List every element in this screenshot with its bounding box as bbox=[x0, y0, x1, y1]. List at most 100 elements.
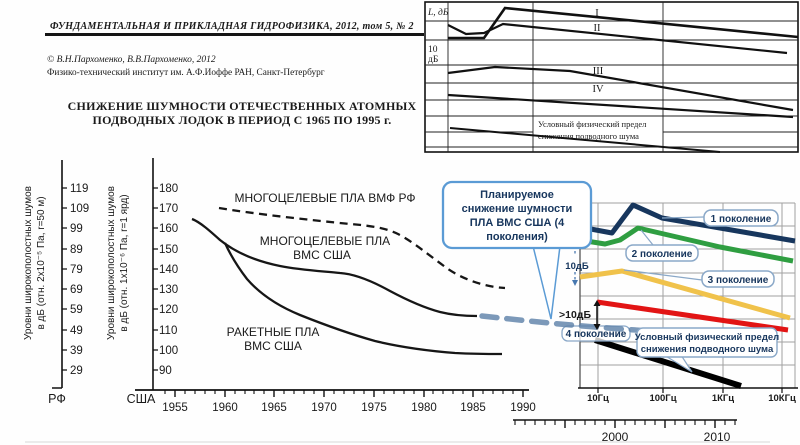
inset-limit-curve bbox=[449, 127, 721, 153]
usa-multi-label-line1: МНОГОЦЕЛЕВЫЕ ПЛА bbox=[260, 234, 390, 248]
gen3-curve bbox=[579, 268, 791, 321]
rf-tick-29: 29 bbox=[70, 365, 83, 377]
journal-header: ФУНДАМЕНТАЛЬНАЯ И ПРИКЛАДНАЯ ГИДРОФИЗИКА… bbox=[50, 21, 414, 32]
article-title-line2: ПОДВОДНЫХ ЛОДОК В ПЕРИОД С 1965 ПО 1995 … bbox=[92, 113, 392, 127]
limit-label-line1: Условный физический предел bbox=[635, 332, 779, 343]
rf-tick-99: 99 bbox=[70, 223, 83, 235]
gen1-curve bbox=[579, 202, 796, 244]
year-1965: 1965 bbox=[261, 402, 287, 414]
gt10db-arrowhead-down bbox=[593, 324, 601, 330]
rf-axis-name: РФ bbox=[48, 392, 66, 406]
freq-tick-1khz: 1КГц bbox=[712, 393, 734, 404]
rf-tick-69: 69 bbox=[70, 284, 83, 296]
year-1955: 1955 bbox=[162, 402, 188, 414]
timeline-year-2010: 2010 bbox=[704, 430, 731, 444]
10db-arrowhead-down bbox=[572, 280, 578, 286]
callout-pointer bbox=[532, 245, 561, 320]
inset-curve-II bbox=[447, 22, 788, 55]
usa-missile-label-line1: РАКЕТНЫЕ ПЛА bbox=[227, 325, 320, 339]
bottom-timeline: 2000 2010 bbox=[513, 419, 737, 444]
gen1-leader-line bbox=[661, 216, 705, 219]
callout-line3: ПЛА ВМС США (4 bbox=[470, 217, 565, 229]
usa-tick-160: 160 bbox=[159, 223, 178, 235]
article-title-line1: СНИЖЕНИЕ ШУМНОСТИ ОТЕЧЕСТВЕННЫХ АТОМНЫХ bbox=[67, 99, 417, 113]
planned-callout: Планируемое снижение шумности ПЛА ВМС СШ… bbox=[441, 180, 593, 320]
usa-tick-130: 130 bbox=[159, 284, 178, 296]
usa-axis-ticks bbox=[153, 187, 158, 371]
year-1960: 1960 bbox=[212, 402, 238, 414]
usa-tick-90: 90 bbox=[159, 365, 172, 377]
inset-limit-text-line1: Условный физический предел bbox=[538, 119, 647, 129]
usa-missile-curve bbox=[223, 242, 503, 356]
freq-tick-10khz: 10КГц bbox=[768, 393, 796, 404]
inset-curve-IV bbox=[447, 93, 794, 119]
callout-line1: Планируемое bbox=[480, 189, 554, 201]
gen4-label: 4 поколение bbox=[566, 329, 627, 340]
limit-label-line2: снижения подводного шума bbox=[641, 344, 774, 355]
rf-tick-79: 79 bbox=[70, 264, 83, 276]
rf-axis-ticks bbox=[62, 187, 67, 371]
inset-curve-I bbox=[448, 6, 799, 40]
usa-tick-170: 170 bbox=[159, 203, 178, 215]
gt10db-annotation: >10дБ bbox=[559, 309, 591, 321]
usa-axis-title-line2: в дБ (отн. 1x10⁻⁶ Па, r=1 ярд) bbox=[119, 194, 130, 331]
freq-tick-10hz: 10Гц bbox=[587, 393, 609, 404]
gen1-label: 1 поколение bbox=[711, 214, 772, 225]
copyright-affiliation: Физико-технический институт им. А.Ф.Иофф… bbox=[47, 68, 325, 78]
usa-tick-100: 100 bbox=[159, 345, 178, 357]
usa-tick-140: 140 bbox=[159, 264, 178, 276]
planned-noise-reduction-dashed-line bbox=[479, 313, 653, 334]
timeline-minor-ticks bbox=[514, 420, 736, 425]
gen3-label: 3 поколение bbox=[708, 275, 769, 286]
freq-x-ticks bbox=[597, 388, 783, 393]
year-1990: 1990 bbox=[510, 402, 536, 414]
rf-tick-39: 39 bbox=[70, 345, 83, 357]
gen2-leader-line bbox=[640, 229, 654, 246]
inset-scale-10: 10 bbox=[428, 45, 438, 55]
freq-tick-100hz: 100Гц bbox=[649, 393, 676, 404]
rf-curve-label: МНОГОЦЕЛЕВЫЕ ПЛА ВМФ РФ bbox=[234, 191, 415, 205]
usa-tick-150: 150 bbox=[159, 244, 178, 256]
year-1985: 1985 bbox=[460, 402, 486, 414]
usa-axis-title-line1: Уровни широкополостных шумов bbox=[106, 186, 117, 340]
copyright-authors: © В.Н.Пархоменко, В.В.Пархоменко, 2012 bbox=[47, 55, 216, 65]
x-axis-major-ticks bbox=[174, 390, 524, 397]
usa-axis-title: Уровни широкополостных шумов в дБ (отн. … bbox=[106, 186, 130, 340]
physical-limit-curve bbox=[594, 337, 742, 389]
usa-tick-120: 120 bbox=[159, 304, 178, 316]
rf-tick-109: 109 bbox=[70, 203, 89, 215]
rf-axis-title-line2: в дБ (отн. 2x10⁻⁵ Па, r=50 м) bbox=[36, 196, 47, 329]
usa-axis-name: США bbox=[127, 392, 156, 406]
usa-missile-label-line2: ВМС США bbox=[244, 339, 302, 353]
year-1975: 1975 bbox=[361, 402, 387, 414]
inset-label-II: II bbox=[594, 23, 601, 34]
header-rule bbox=[45, 33, 424, 36]
rf-tick-59: 59 bbox=[70, 304, 83, 316]
callout-line4: поколения) bbox=[486, 231, 548, 243]
gt10db-arrowhead-up bbox=[593, 300, 601, 306]
freq-vertical-gridlines bbox=[597, 203, 796, 388]
gen2-label-box bbox=[625, 244, 699, 262]
10db-annotation: 10дБ bbox=[565, 261, 589, 272]
rf-multipurpose-curve bbox=[218, 206, 506, 290]
gen4-curve bbox=[596, 299, 789, 333]
inset-curve-III bbox=[447, 65, 794, 112]
rf-tick-119: 119 bbox=[70, 183, 88, 195]
gen2-curve bbox=[579, 225, 794, 264]
rf-axis-title-line1: Уровни широкополостных шумов bbox=[23, 186, 34, 340]
year-1970: 1970 bbox=[311, 402, 337, 414]
rf-y-axis bbox=[52, 160, 63, 389]
usa-multi-label-line2: ВМС США bbox=[293, 248, 351, 262]
inset-chart: L, дБ 10 дБ I II III IV Условный физичес… bbox=[424, 1, 799, 153]
inset-horizontal-gridlines bbox=[425, 20, 798, 148]
rf-tick-89: 89 bbox=[70, 244, 83, 256]
gen1-label-box bbox=[703, 209, 779, 227]
gen2-label: 2 поколение bbox=[632, 249, 693, 260]
x-axis-minor-ticks bbox=[164, 390, 514, 394]
usa-tick-180: 180 bbox=[159, 183, 178, 195]
rf-axis-title: Уровни широкополостных шумов в дБ (отн. … bbox=[23, 186, 47, 340]
usa-multipurpose-curve bbox=[191, 217, 478, 318]
gen3-label-box bbox=[701, 270, 775, 288]
